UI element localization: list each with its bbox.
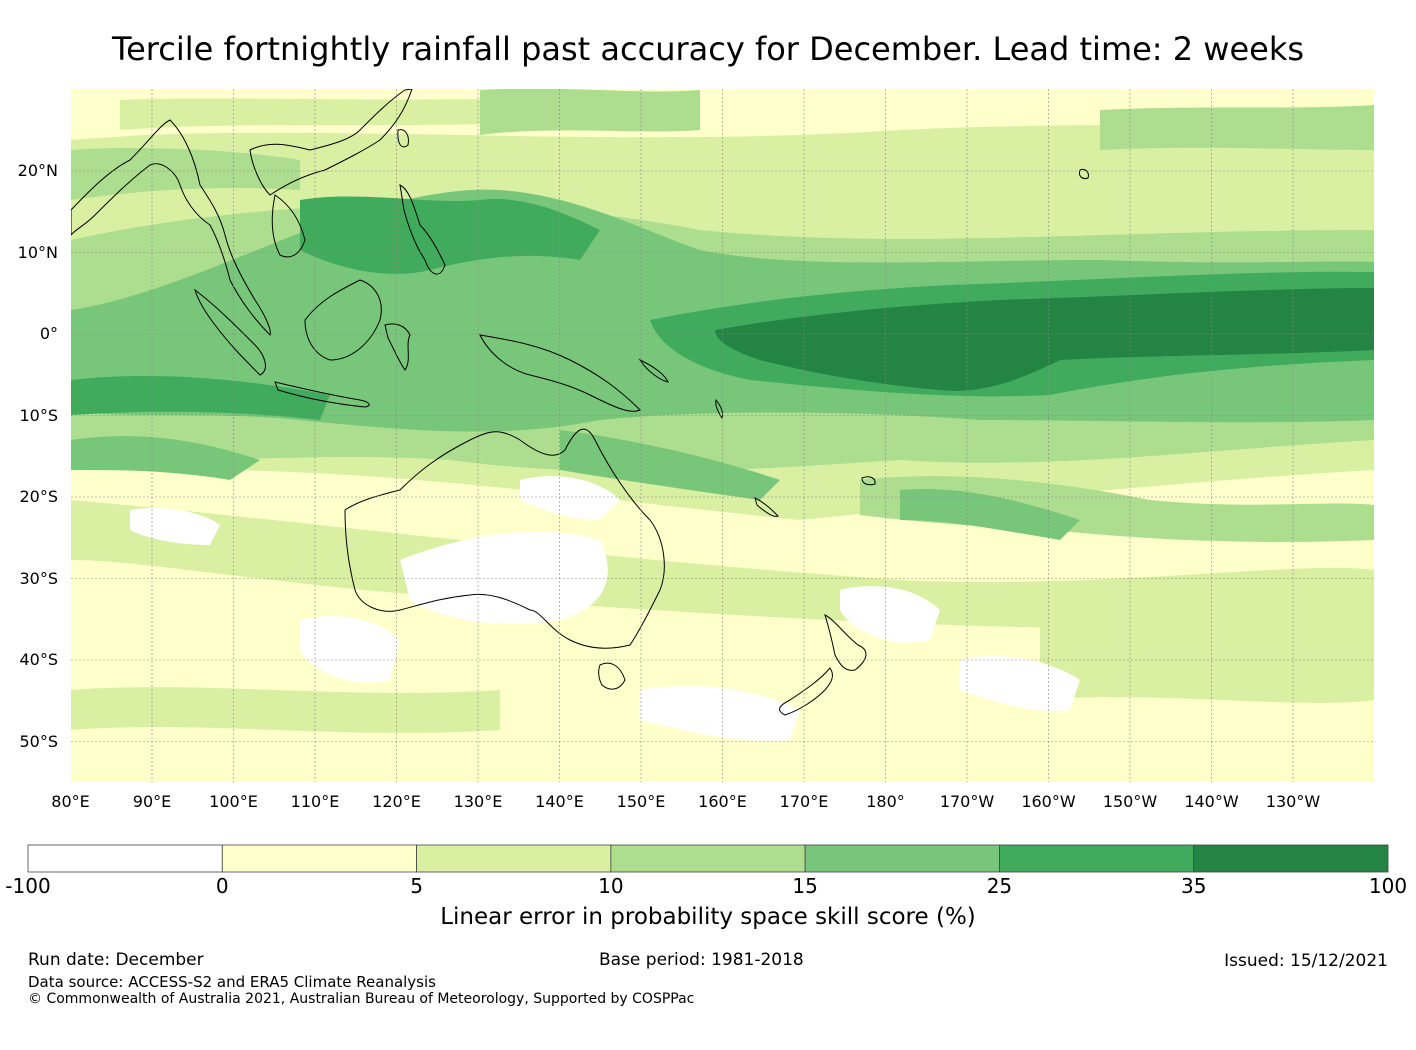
tasmania-coast <box>598 662 626 690</box>
solomon-coast <box>638 358 669 383</box>
colorbar-segment <box>610 844 806 873</box>
colorbar-tick-label: 5 <box>410 874 423 898</box>
australia-coast <box>344 428 665 649</box>
colorbar <box>27 844 1389 873</box>
colorbar-tick-label: 100 <box>1368 874 1408 898</box>
latitude-tick-label: 30°S <box>19 568 58 588</box>
coastlines <box>71 89 1089 716</box>
colorbar-tick-label: 25 <box>986 874 1013 898</box>
vanuatu-coast <box>715 398 723 420</box>
longitude-tick-label: 80°E <box>51 792 90 811</box>
longitude-tick-label: 170°E <box>779 792 829 811</box>
longitude-tick-label: 160°E <box>698 792 747 811</box>
colorbar-title: Linear error in probability space skill … <box>440 904 976 930</box>
colorbar-segment <box>999 844 1195 873</box>
base-period: Base period: 1981-2018 <box>599 950 804 970</box>
longitude-tick-label: 120°E <box>372 792 421 811</box>
fiji-coast <box>861 476 876 486</box>
colorbar-tick-label: 10 <box>598 874 624 898</box>
colorbar-segment <box>221 844 417 873</box>
latitude-tick-label: 10°N <box>17 242 58 262</box>
colorbar-tick-label: 35 <box>1180 874 1207 898</box>
colorbar-segment <box>416 844 612 873</box>
latitude-tick-label: 10°S <box>19 405 58 425</box>
issued-date: Issued: 15/12/2021 <box>1224 951 1388 971</box>
latitude-tick-label: 20°N <box>17 161 58 180</box>
philippines-coast <box>399 184 446 275</box>
latitude-tick-label: 40°S <box>19 650 58 669</box>
page-title: Tercile fortnightly rainfall past accura… <box>111 30 1305 68</box>
borneo-coast <box>304 279 382 361</box>
data-source: Data source: ACCESS-S2 and ERA5 Climate … <box>28 973 436 991</box>
longitude-tick-label: 150°E <box>616 792 666 811</box>
hawaii-coast <box>1079 169 1089 179</box>
sumatra-coast <box>194 288 266 376</box>
longitude-tick-label: 140°W <box>1184 792 1239 811</box>
longitude-tick-label: 150°W <box>1102 792 1158 811</box>
longitude-tick-label: 170°W <box>939 792 995 811</box>
longitude-tick-label: 130°E <box>453 792 503 811</box>
graticule <box>71 89 1374 782</box>
china-coast <box>249 89 413 196</box>
asia-coast <box>71 119 271 336</box>
longitude-tick-label: 130°W <box>1265 792 1321 811</box>
colorbar-tick-label: 15 <box>792 874 818 898</box>
longitude-tick-label: 110°E <box>290 792 340 811</box>
java-coast <box>274 381 370 408</box>
longitude-tick-label: 160°W <box>1021 792 1076 811</box>
colorbar-segment <box>804 844 1000 873</box>
latitude-tick-label: 50°S <box>19 731 58 751</box>
colorbar-tick-label: 0 <box>215 874 229 898</box>
longitude-tick-label: 180° <box>866 792 905 811</box>
new-zealand-south-coast <box>779 667 833 716</box>
latitude-tick-label: 0° <box>39 324 58 343</box>
taiwan-coast <box>397 129 409 148</box>
longitude-tick-label: 90°E <box>132 792 172 811</box>
sulawesi-coast <box>384 323 411 371</box>
colorbar-segment <box>1193 844 1389 873</box>
longitude-tick-label: 140°E <box>535 792 584 811</box>
copyright: © Commonwealth of Australia 2021, Austra… <box>28 991 695 1007</box>
longitude-tick-label: 100°E <box>209 792 258 811</box>
colorbar-segment <box>27 844 223 873</box>
run-date: Run date: December <box>28 950 204 970</box>
new-caledonia-coast <box>754 497 779 517</box>
colorbar-tick-label: -100 <box>5 874 51 898</box>
new-guinea-coast <box>479 334 641 412</box>
indochina-coast <box>271 194 306 258</box>
latitude-tick-label: 20°S <box>19 487 58 506</box>
new-zealand-north-coast <box>824 614 867 671</box>
